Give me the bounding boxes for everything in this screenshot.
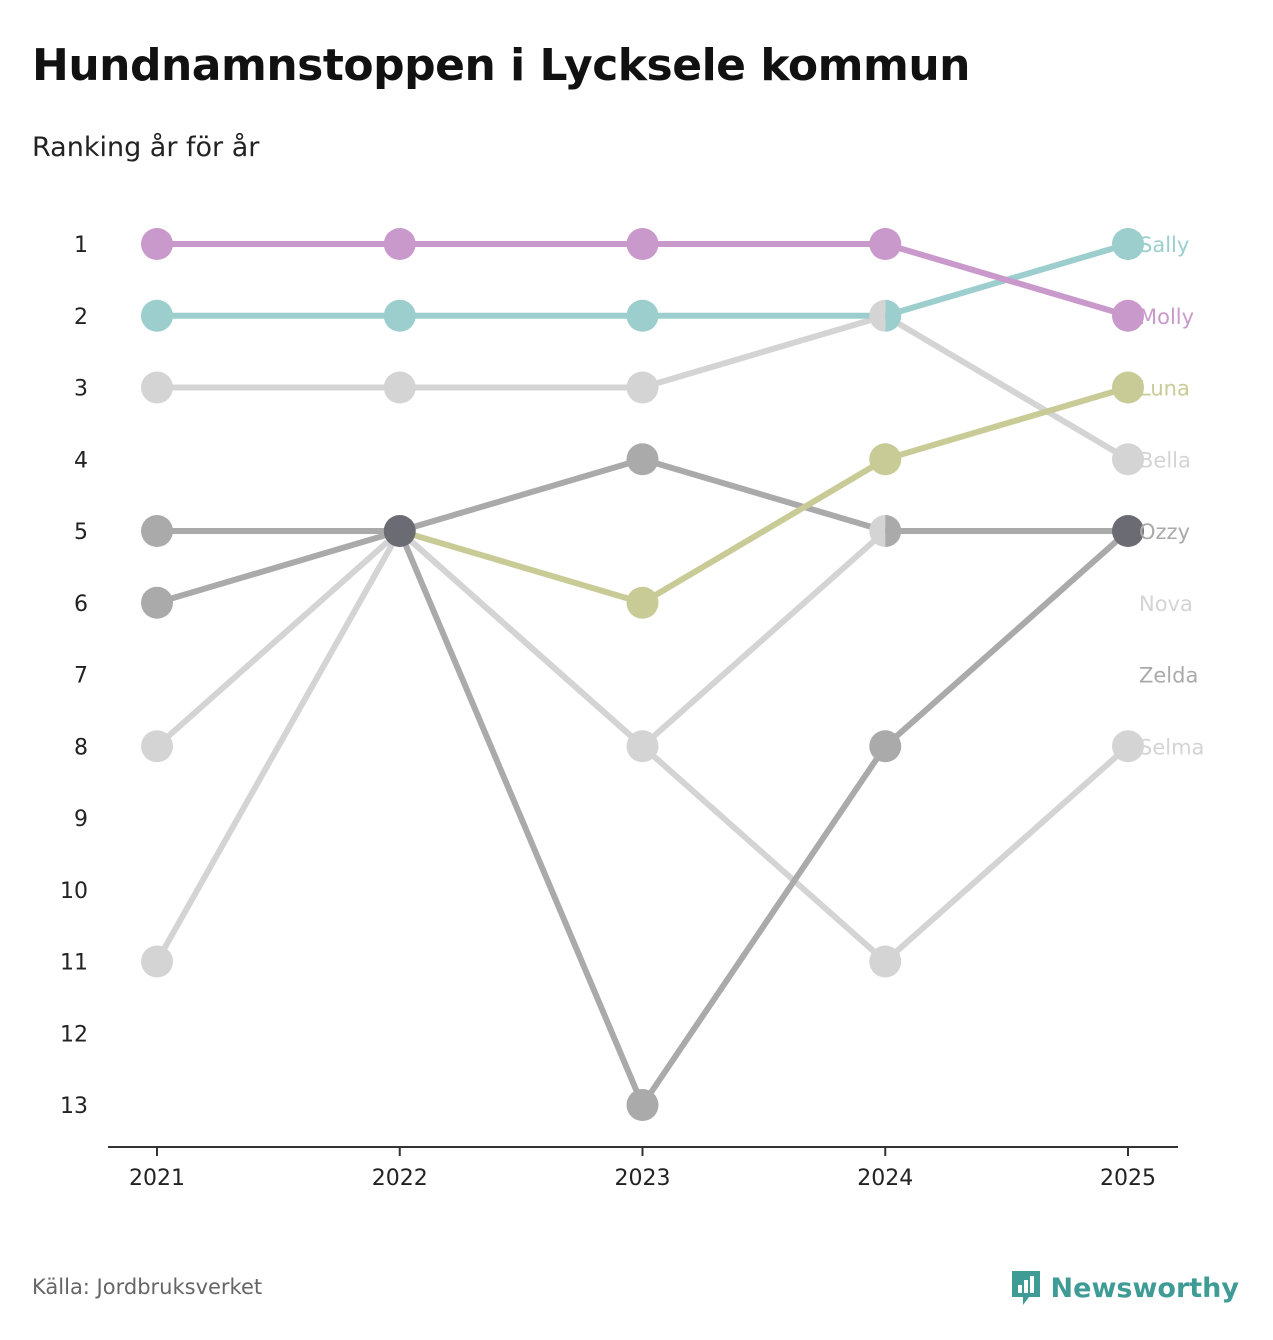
y-tick-label: 4 — [74, 448, 88, 473]
y-tick-label: 5 — [74, 520, 88, 545]
point-2022-rank-5 — [383, 515, 416, 547]
point-2023-rank-3 — [626, 371, 659, 404]
x-axis: 2021 2022 2023 2024 2025 — [108, 1146, 1178, 1191]
point-2021-rank-3 — [141, 371, 173, 404]
point-2024-rank-4 — [869, 443, 902, 476]
end-label-selma: Selma — [1139, 735, 1204, 759]
x-tick-label: 2024 — [857, 1166, 913, 1191]
point-2024-rank-2-right-half — [885, 299, 902, 332]
end-label-nova: Nova — [1139, 592, 1193, 616]
end-label-zelda: Zelda — [1139, 664, 1198, 688]
point-2021-rank-5 — [141, 515, 173, 547]
x-tick-label: 2021 — [129, 1166, 185, 1191]
point-2021-rank-6 — [141, 586, 173, 619]
y-tick-label: 13 — [60, 1094, 88, 1119]
x-tick-label: 2023 — [615, 1166, 671, 1191]
point-2023-rank-1 — [626, 228, 659, 260]
y-tick-label: 10 — [60, 879, 88, 904]
brand-logo: Newsworthy — [1009, 1268, 1239, 1308]
point-2025-rank-4 — [1112, 443, 1144, 476]
point-2024-rank-1 — [869, 228, 902, 260]
end-label-luna: Luna — [1139, 377, 1190, 401]
point-2021-rank-2 — [141, 299, 173, 332]
end-label-molly: Molly — [1139, 305, 1194, 329]
point-2025-rank-2 — [1112, 299, 1144, 332]
point-2025-rank-5 — [1112, 515, 1144, 547]
point-2022-rank-2 — [383, 299, 416, 332]
newsworthy-icon — [1011, 1271, 1040, 1305]
point-2024-rank-5-left-half — [869, 515, 886, 547]
point-2024-rank-11 — [869, 945, 902, 978]
series-points — [141, 228, 1144, 1121]
y-tick-label: 3 — [74, 377, 88, 402]
point-2024-rank-8 — [869, 730, 902, 763]
point-2025-rank-1 — [1112, 228, 1144, 260]
point-2023-rank-4 — [626, 443, 659, 476]
point-2023-rank-2 — [626, 299, 659, 332]
point-2025-rank-8 — [1112, 730, 1144, 763]
point-2024-rank-5-right-half — [885, 515, 902, 547]
point-2021-rank-8 — [141, 730, 173, 763]
point-2025-rank-3 — [1112, 371, 1144, 404]
y-tick-label: 7 — [74, 664, 88, 689]
series-line-nova — [154, 528, 1131, 750]
point-2023-rank-8 — [626, 730, 659, 763]
series-line-luna — [396, 384, 1131, 606]
y-tick-label: 8 — [74, 735, 88, 760]
y-tick-label: 9 — [74, 807, 88, 832]
point-2023-rank-13 — [626, 1089, 659, 1121]
point-2022-rank-3 — [383, 371, 416, 404]
point-2023-rank-6 — [626, 586, 659, 619]
end-label-bella: Bella — [1139, 448, 1191, 472]
brand-name: Newsworthy — [1050, 1272, 1239, 1304]
point-2024-rank-5 — [869, 515, 902, 547]
x-tick-label: 2022 — [372, 1166, 428, 1191]
source-note: Källa: Jordbruksverket — [32, 1275, 263, 1299]
chart-title: Hundnamnstoppen i Lycksele kommun — [32, 40, 971, 91]
x-tick-label: 2025 — [1100, 1166, 1156, 1191]
end-label-sally: Sally — [1139, 233, 1189, 257]
point-2024-rank-2-left-half — [869, 299, 886, 332]
y-tick-label: 2 — [74, 305, 88, 330]
y-tick-label: 12 — [60, 1022, 88, 1047]
point-2024-rank-2 — [869, 299, 902, 332]
y-tick-label: 1 — [74, 233, 88, 258]
point-2021-rank-11 — [141, 945, 173, 978]
point-2022-rank-1 — [383, 228, 416, 260]
y-tick-label: 11 — [60, 951, 88, 976]
end-label-ozzy: Ozzy — [1139, 520, 1190, 544]
end-labels: Sally Molly Luna Bella Ozzy Nova Zelda Selma — [1139, 233, 1204, 759]
chart-subtitle: Ranking år för år — [32, 132, 260, 163]
point-2021-rank-1 — [141, 228, 173, 260]
y-tick-label: 6 — [74, 592, 88, 617]
